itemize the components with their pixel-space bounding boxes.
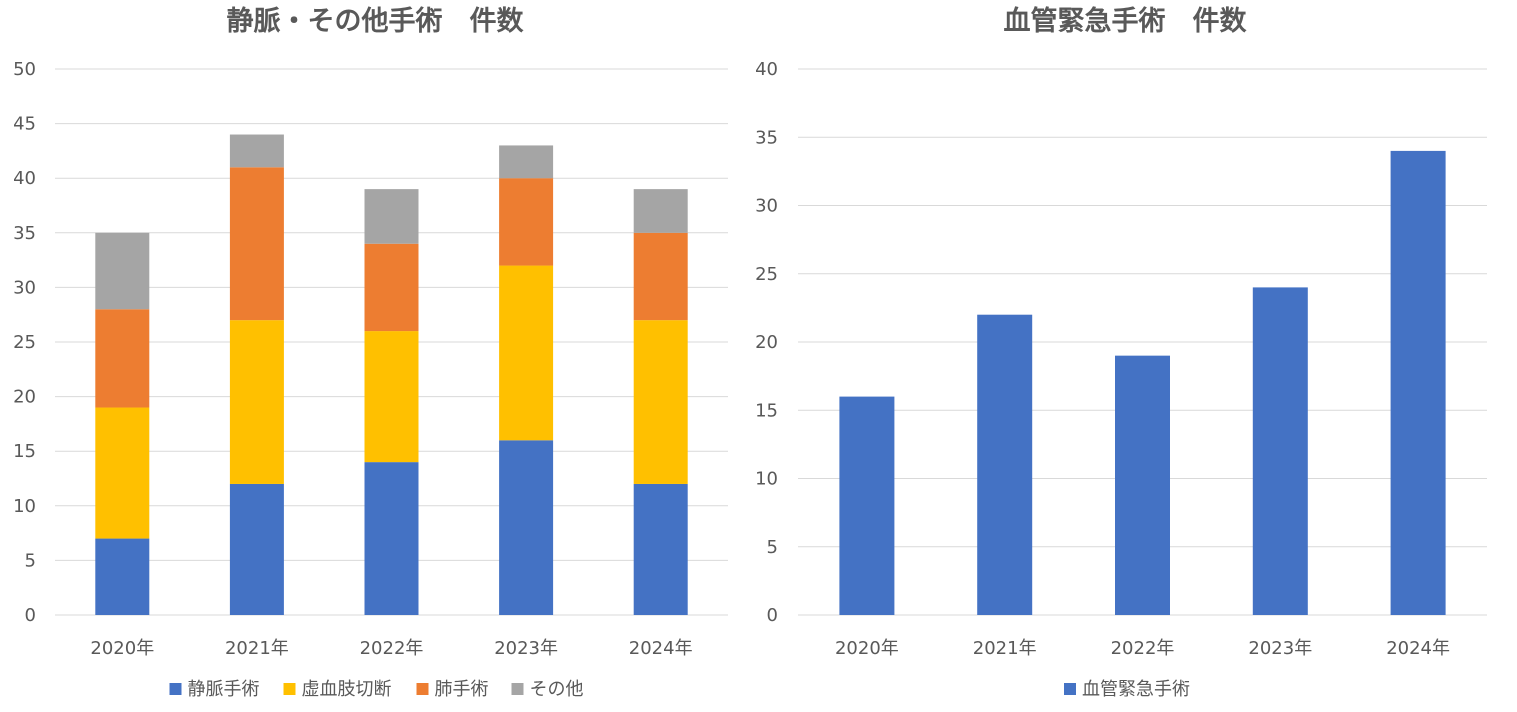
bar-segment xyxy=(229,483,284,615)
y-tick-label: 35 xyxy=(755,127,778,148)
bar-segment xyxy=(364,462,419,615)
y-tick-label: 25 xyxy=(13,332,36,353)
y-tick-label: 25 xyxy=(755,264,778,285)
y-tick-label: 0 xyxy=(25,605,36,626)
bar-segment xyxy=(1115,355,1170,615)
bar-segment xyxy=(95,407,150,539)
bar-segment xyxy=(1390,150,1446,615)
bar-segment xyxy=(633,483,688,615)
bar-segment xyxy=(633,189,688,233)
bar-segment xyxy=(499,178,554,266)
x-tick-label: 2022年 xyxy=(360,638,424,659)
bar-segment xyxy=(499,265,554,441)
legend-label: 静脈手術 xyxy=(188,679,260,700)
bars-left xyxy=(95,134,688,615)
x-tick-label: 2024年 xyxy=(629,638,693,659)
y-tick-label: 35 xyxy=(13,223,36,244)
y-tick-label: 5 xyxy=(25,550,36,571)
legend-swatch xyxy=(416,683,429,695)
y-tick-label: 20 xyxy=(13,387,36,408)
bar-segment xyxy=(839,396,895,615)
legend-swatch xyxy=(1064,683,1076,695)
x-tick-label: 2023年 xyxy=(494,638,558,659)
chart-title-left: 静脈・その他手術 件数 xyxy=(227,6,525,37)
bar-segment xyxy=(229,167,284,321)
bar-segment xyxy=(364,331,419,463)
y-tick-label: 15 xyxy=(13,441,36,462)
y-tick-label: 15 xyxy=(755,400,778,421)
bar-segment xyxy=(95,309,150,408)
y-tick-label: 45 xyxy=(13,114,36,135)
x-tick-label: 2020年 xyxy=(90,638,154,659)
x-axis-right: 2020年 2021年 2022年 2023年 2024年 xyxy=(835,638,1450,659)
y-tick-label: 40 xyxy=(755,59,778,80)
y-tick-label: 40 xyxy=(13,168,36,189)
y-tick-label: 10 xyxy=(755,469,778,490)
y-tick-label: 30 xyxy=(755,196,778,217)
legend-right: 血管緊急手術 xyxy=(1064,679,1190,700)
bar-segment xyxy=(95,538,150,615)
y-tick-label: 10 xyxy=(13,496,36,517)
bar-segment xyxy=(1252,287,1308,615)
bar-segment xyxy=(633,320,688,484)
bar-segment xyxy=(633,232,688,321)
bar-segment xyxy=(364,189,419,244)
x-tick-label: 2023年 xyxy=(1248,638,1312,659)
x-tick-label: 2021年 xyxy=(225,638,289,659)
legend-left: 静脈手術 虚血肢切断 肺手術 その他 xyxy=(169,679,584,700)
legend-swatch xyxy=(169,683,182,695)
y-tick-label: 50 xyxy=(13,59,36,80)
bar-segment xyxy=(499,145,554,179)
y-tick-label: 20 xyxy=(755,332,778,353)
legend-label: 血管緊急手術 xyxy=(1082,679,1190,700)
legend-label: その他 xyxy=(530,679,584,700)
x-tick-label: 2021年 xyxy=(973,638,1037,659)
bar-segment xyxy=(364,243,419,332)
legend-swatch xyxy=(511,683,524,695)
y-axis-right: 0 5 10 15 20 25 30 35 40 xyxy=(755,59,1487,626)
x-axis-left: 2020年 2021年 2022年 2023年 2024年 xyxy=(90,638,692,659)
y-tick-label: 30 xyxy=(13,277,36,298)
y-tick-label: 5 xyxy=(767,537,778,558)
x-tick-label: 2020年 xyxy=(835,638,899,659)
legend-swatch xyxy=(283,683,296,695)
x-tick-label: 2024年 xyxy=(1386,638,1450,659)
x-tick-label: 2022年 xyxy=(1111,638,1175,659)
bar-segment xyxy=(229,320,284,484)
legend-label: 虚血肢切断 xyxy=(302,679,392,700)
legend-label: 肺手術 xyxy=(435,679,489,700)
y-tick-label: 0 xyxy=(767,605,778,626)
bar-segment xyxy=(229,134,284,168)
chart-title-right: 血管緊急手術 件数 xyxy=(1004,5,1248,37)
bar-segment xyxy=(977,314,1033,615)
bar-segment xyxy=(95,232,150,310)
bars-right xyxy=(839,150,1446,615)
bar-segment xyxy=(499,440,554,615)
